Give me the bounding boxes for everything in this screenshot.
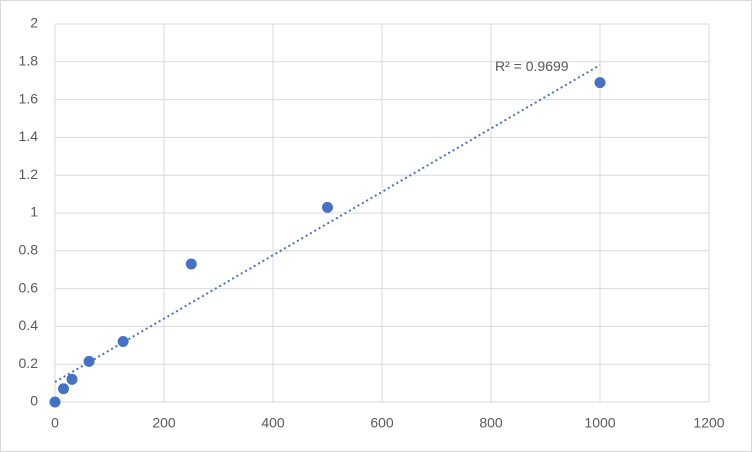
x-tick-label: 200 <box>152 415 176 431</box>
y-tick-label: 1.6 <box>19 90 39 106</box>
y-tick-label: 1.4 <box>19 128 39 144</box>
y-tick-label: 0 <box>30 393 38 409</box>
point <box>185 258 197 270</box>
x-tick-label: 800 <box>479 415 503 431</box>
trendline <box>54 64 601 383</box>
point <box>58 383 70 395</box>
x-tick-label: 0 <box>51 415 59 431</box>
x-tick-label: 1200 <box>693 415 724 431</box>
point <box>322 201 333 213</box>
point <box>117 336 129 348</box>
x-tick-label: 400 <box>261 415 285 431</box>
x-tick-label: 1000 <box>584 415 615 431</box>
y-tick-label: 2 <box>30 15 38 31</box>
y-tick-label: 1.8 <box>19 53 39 69</box>
point <box>49 396 61 408</box>
point <box>594 77 606 89</box>
y-tick-label: 1.2 <box>19 166 39 182</box>
x-tick-label: 600 <box>370 415 394 431</box>
y-tick-label: 0.6 <box>19 279 39 295</box>
point <box>66 373 78 385</box>
y-tick-label: 0.2 <box>19 355 39 371</box>
trendline-annotation: R² = 0.9699 <box>495 58 569 74</box>
y-tick-label: 0.4 <box>19 317 39 333</box>
y-tick-label: 0.8 <box>19 242 39 258</box>
point <box>83 355 95 367</box>
y-tick-label: 1 <box>30 204 38 220</box>
